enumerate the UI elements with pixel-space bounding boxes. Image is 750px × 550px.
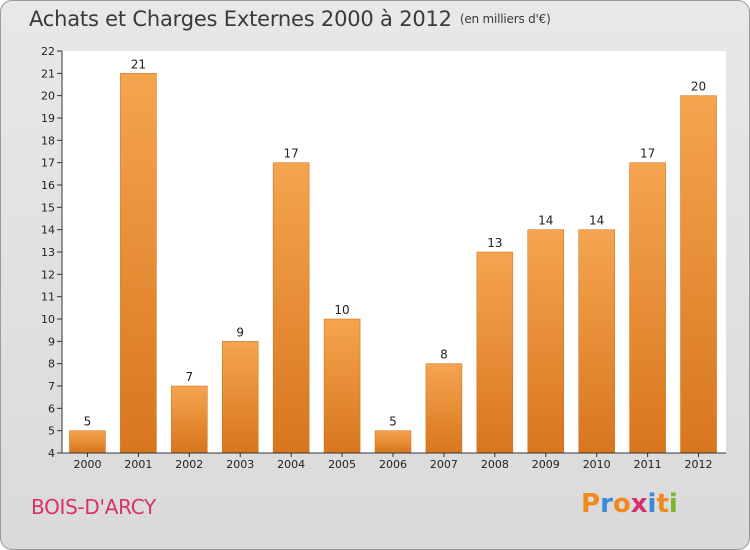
value-label-2003: 9 [236,325,244,339]
bar-2003 [221,341,259,454]
logo-letter: P [581,489,601,519]
y-tick-label: 4 [48,447,55,460]
bar-2009 [527,229,565,454]
y-tick-label: 5 [48,425,55,438]
bar-2000 [69,430,106,454]
x-tick-label-2010: 2010 [583,458,611,471]
y-tick-label: 9 [48,335,55,348]
value-label-2011: 17 [640,147,655,161]
y-tick-label: 6 [48,402,55,415]
bars-group: 5 21 7 9 17 10 5 8 13 14 14 17 20 [69,57,717,454]
y-tick-label: 19 [41,112,55,125]
bar-2005 [323,318,361,454]
value-label-2010: 14 [589,214,604,228]
y-tick-label: 15 [41,201,55,214]
logo-letter: x [630,489,648,519]
x-tick-label-2004: 2004 [277,458,305,471]
x-tick-label-2006: 2006 [379,458,407,471]
x-tick-label-2002: 2002 [175,458,203,471]
logo-letter: o [612,489,631,519]
y-tick-label: 22 [41,45,55,58]
value-label-2012: 20 [691,80,706,94]
value-label-2006: 5 [389,415,397,429]
commune-name: BOIS-D'ARCY [31,495,156,519]
bar-2008 [476,251,514,454]
bar-2012 [680,95,717,454]
y-tick-label: 18 [41,134,55,147]
logo-letter: t [656,489,669,519]
proxiti-logo: Proxiti [581,489,678,519]
y-tick-label: 8 [48,358,55,371]
value-label-2001: 21 [131,57,146,71]
value-label-2009: 14 [538,214,553,228]
x-tick-label-2009: 2009 [532,458,560,471]
value-label-2000: 5 [84,415,92,429]
bar-2007 [425,363,463,454]
bar-2006 [374,430,412,454]
value-label-2004: 17 [284,147,299,161]
logo-letter: r [600,489,613,519]
chart-title-text: Achats et Charges Externes 2000 à 2012 [29,7,452,31]
x-tick-label-2008: 2008 [481,458,509,471]
y-tick-label: 12 [41,268,55,281]
y-tick-label: 20 [41,90,55,103]
bar-2001 [120,73,157,454]
y-tick-label: 17 [41,157,55,170]
bar-2004 [272,162,310,454]
bar-2002 [171,385,208,454]
y-tick-label: 14 [41,224,55,237]
y-tick-label: 11 [41,291,55,304]
value-label-2005: 10 [334,303,349,317]
x-tick-label-2005: 2005 [328,458,356,471]
y-tick-label: 7 [48,380,55,393]
y-tick-label: 21 [41,67,55,80]
x-tick-label-2012: 2012 [685,458,713,471]
x-tick-label-2003: 2003 [226,458,254,471]
chart-subtitle: (en milliers d'€) [459,12,551,26]
x-tick-label-2007: 2007 [430,458,458,471]
logo-letter: i [668,489,678,519]
y-tick-label: 13 [41,246,55,259]
x-tick-label-2011: 2011 [634,458,662,471]
axes-group: 4 5 6 7 8 9 10 11 12 13 14 15 16 17 18 19 20 21 22 2000 2001… [41,45,726,471]
value-label-2002: 7 [185,370,193,384]
value-label-2008: 13 [487,236,502,250]
y-tick-label: 10 [41,313,55,326]
x-tick-label-2001: 2001 [124,458,152,471]
logo-letter: i [647,489,657,519]
value-label-2007: 8 [440,348,448,362]
plot-area [62,51,726,453]
chart-title: Achats et Charges Externes 2000 à 2012 (e… [29,7,551,31]
y-tick-label: 16 [41,179,55,192]
x-tick-label-2000: 2000 [73,458,101,471]
bar-2010 [578,229,615,454]
bar-2011 [629,162,666,454]
